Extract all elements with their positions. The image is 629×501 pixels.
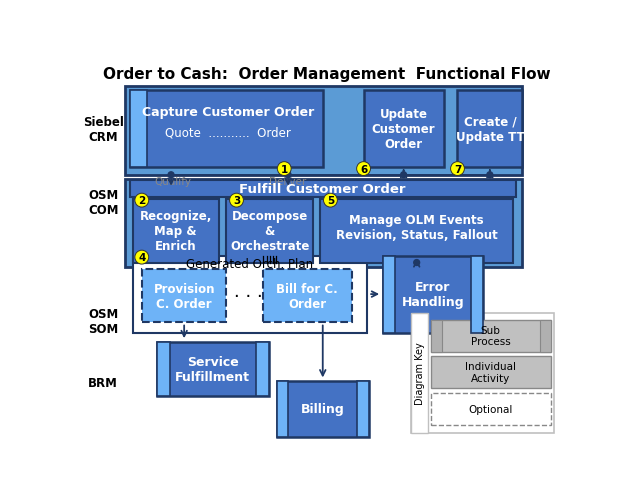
Text: Deliver: Deliver bbox=[269, 176, 307, 186]
Text: Update
Customer
Order: Update Customer Order bbox=[372, 108, 435, 151]
Text: Capture Customer Order: Capture Customer Order bbox=[142, 106, 314, 119]
Text: Individual
Activity: Individual Activity bbox=[465, 361, 516, 383]
Circle shape bbox=[450, 162, 464, 176]
Circle shape bbox=[285, 172, 291, 178]
Bar bbox=[431, 320, 442, 352]
Circle shape bbox=[135, 250, 148, 265]
Bar bbox=[133, 200, 219, 263]
Bar bbox=[157, 342, 170, 396]
Text: · · ·: · · · bbox=[234, 287, 262, 305]
Bar bbox=[431, 393, 550, 425]
Bar bbox=[411, 314, 428, 433]
Bar bbox=[357, 381, 369, 437]
Bar bbox=[130, 91, 323, 168]
Text: Bill for C.
Order: Bill for C. Order bbox=[277, 282, 338, 310]
Text: 7: 7 bbox=[454, 164, 461, 174]
Text: Create /
Update TT: Create / Update TT bbox=[455, 115, 524, 143]
Bar bbox=[383, 256, 395, 333]
Text: Manage OLM Events
Revision, Status, Fallout: Manage OLM Events Revision, Status, Fall… bbox=[336, 213, 498, 241]
Text: Service
Fulfillment: Service Fulfillment bbox=[175, 355, 250, 383]
Bar bbox=[264, 270, 352, 322]
Bar bbox=[320, 200, 513, 263]
Text: Quote  ...........  Order: Quote ........... Order bbox=[165, 127, 291, 140]
Bar bbox=[431, 356, 550, 388]
Circle shape bbox=[135, 194, 148, 208]
Text: 6: 6 bbox=[360, 164, 367, 174]
Text: Sub
Process: Sub Process bbox=[470, 325, 511, 347]
Text: 2: 2 bbox=[138, 196, 145, 206]
Bar bbox=[130, 91, 147, 168]
Text: Optional: Optional bbox=[469, 404, 513, 414]
Bar bbox=[226, 200, 313, 263]
Circle shape bbox=[323, 194, 337, 208]
Text: 5: 5 bbox=[327, 196, 334, 206]
Bar bbox=[256, 342, 269, 396]
Circle shape bbox=[357, 162, 370, 176]
Bar bbox=[130, 181, 516, 198]
Text: OSM
COM: OSM COM bbox=[88, 188, 118, 216]
Bar bbox=[431, 320, 550, 352]
Text: 3: 3 bbox=[233, 196, 240, 206]
Text: Generated Orch. Plan: Generated Orch. Plan bbox=[186, 258, 313, 270]
Bar bbox=[277, 381, 288, 437]
Bar bbox=[470, 256, 483, 333]
Bar bbox=[457, 91, 522, 168]
Bar bbox=[125, 179, 522, 268]
Text: 4: 4 bbox=[138, 253, 145, 263]
Text: BRM: BRM bbox=[88, 376, 118, 389]
Text: Qualify: Qualify bbox=[154, 176, 191, 186]
Text: 1: 1 bbox=[281, 164, 288, 174]
Text: Error
Handling: Error Handling bbox=[401, 281, 464, 309]
Text: Siebel
CRM: Siebel CRM bbox=[83, 115, 124, 143]
Text: Decompose
&
Orchestrate: Decompose & Orchestrate bbox=[230, 210, 309, 253]
Bar bbox=[142, 270, 226, 322]
Circle shape bbox=[414, 260, 420, 266]
Circle shape bbox=[401, 172, 406, 178]
Text: Order to Cash:  Order Management  Functional Flow: Order to Cash: Order Management Function… bbox=[103, 67, 550, 82]
Circle shape bbox=[277, 162, 291, 176]
Bar bbox=[133, 256, 367, 333]
Text: Diagram Key: Diagram Key bbox=[415, 342, 425, 404]
Bar bbox=[540, 320, 550, 352]
Text: Provision
C. Order: Provision C. Order bbox=[153, 282, 215, 310]
Bar bbox=[383, 256, 483, 333]
Bar bbox=[411, 314, 554, 433]
Bar bbox=[157, 342, 269, 396]
Bar bbox=[277, 381, 369, 437]
Text: OSM
SOM: OSM SOM bbox=[88, 308, 118, 335]
Text: Recognize,
Map &
Enrich: Recognize, Map & Enrich bbox=[140, 210, 212, 253]
Circle shape bbox=[487, 172, 493, 178]
Text: Fulfill Customer Order: Fulfill Customer Order bbox=[240, 183, 406, 196]
Text: Billing: Billing bbox=[301, 402, 345, 415]
Circle shape bbox=[230, 194, 243, 208]
Circle shape bbox=[168, 172, 174, 178]
Bar bbox=[125, 87, 522, 175]
Bar bbox=[364, 91, 445, 168]
